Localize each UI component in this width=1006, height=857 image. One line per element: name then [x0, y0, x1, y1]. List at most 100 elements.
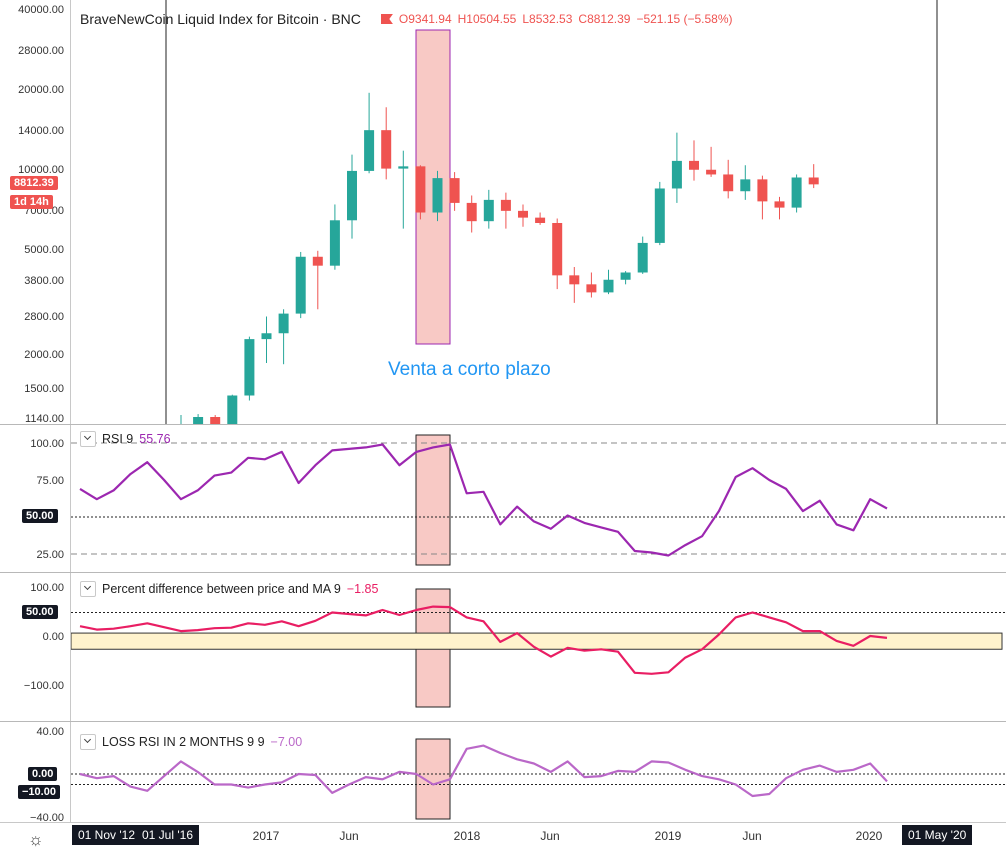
pct-title: Percent difference between price and MA …: [102, 582, 341, 596]
symbol-title: BraveNewCoin Liquid Index for Bitcoin · …: [80, 11, 361, 27]
candle-body: [535, 217, 546, 223]
candle-body: [552, 222, 563, 276]
loss-minus10-badge: −10.00: [18, 785, 60, 799]
candle-body: [449, 178, 460, 203]
price-tick: 40000.00: [18, 4, 64, 16]
candle-body: [603, 279, 614, 293]
candle-body: [637, 242, 648, 273]
candle-body: [347, 170, 357, 221]
candle-body: [740, 179, 751, 192]
rsi-line: [79, 443, 888, 557]
candle-body: [415, 166, 426, 213]
candle-body: [500, 199, 511, 211]
candle-body: [774, 201, 785, 208]
candle-body: [518, 210, 528, 218]
price-tick: 10000.00: [18, 164, 64, 176]
candle-body: [466, 202, 477, 222]
pct-axis[interactable]: 100.00 0.00 −100.00 50.00: [0, 573, 71, 721]
candle-body: [432, 178, 443, 213]
candle-body: [483, 199, 494, 222]
candle-body: [757, 179, 768, 202]
pct-legend[interactable]: Percent difference between price and MA …: [80, 581, 378, 597]
rsi-axis[interactable]: 100.00 75.00 25.00 50.00: [0, 425, 71, 572]
highlight-box-loss: [415, 738, 451, 820]
price-tick: 5000.00: [24, 244, 64, 256]
price-axis[interactable]: 40000.00 28000.00 20000.00 14000.00 1000…: [0, 0, 71, 425]
candle-body: [791, 177, 802, 208]
highlight-box-rsi: [415, 434, 451, 566]
time-label: 2017: [252, 829, 280, 843]
candle-body: [278, 313, 289, 334]
candle-body: [364, 130, 375, 171]
settings-gear-icon[interactable]: ☼: [28, 830, 44, 849]
candle-body: [569, 275, 580, 285]
price-tick: 3800.00: [24, 275, 64, 287]
candle-body: [244, 339, 255, 396]
candle-body: [398, 166, 409, 169]
pct-level-badge: 50.00: [22, 605, 58, 619]
chevron-down-icon[interactable]: [80, 734, 96, 750]
rsi-level-badge: 50.00: [22, 509, 58, 523]
pct-line: [79, 605, 888, 675]
rsi-tick: 75.00: [36, 475, 64, 487]
price-tick: 2800.00: [24, 311, 64, 323]
last-price-badge: 8812.39: [10, 176, 58, 190]
time-label: 2020: [855, 829, 883, 843]
time-visible-start-badge: 01 Jul '16: [136, 825, 199, 845]
rsi-series: [79, 443, 888, 557]
time-start-badge: 01 Nov '12: [72, 825, 141, 845]
ohlc-change: −521.15 (−5.58%): [636, 12, 733, 26]
price-tick: 1500.00: [24, 383, 64, 395]
time-label: 2018: [453, 829, 481, 843]
candle-body: [312, 256, 323, 266]
price-tick: 20000.00: [18, 84, 64, 96]
loss-legend[interactable]: LOSS RSI IN 2 MONTHS 9 9 −7.00: [80, 734, 302, 750]
pane-separators: [0, 424, 1006, 722]
rsi-value: 55.76: [139, 432, 171, 446]
pct-value: −1.85: [346, 582, 379, 596]
loss-zero-badge: 0.00: [28, 767, 58, 781]
candle-body: [586, 284, 597, 293]
pct-tick: 100.00: [30, 582, 64, 594]
price-tick: 2000.00: [24, 349, 64, 361]
ohlc-close: C8812.39: [578, 12, 631, 26]
rsi-legend[interactable]: RSI 9 55.76: [80, 431, 171, 447]
candle-body: [671, 160, 682, 189]
candle-body: [210, 417, 221, 424]
candle-body: [620, 272, 631, 280]
loss-tick: −40.00: [30, 812, 64, 824]
candle-body: [706, 169, 717, 175]
loss-title: LOSS RSI IN 2 MONTHS 9 9: [102, 735, 265, 749]
price-tick: 14000.00: [18, 125, 64, 137]
annotation-text[interactable]: Venta a corto plazo: [388, 359, 551, 380]
time-label: Jun: [339, 829, 359, 843]
flag-icon[interactable]: [380, 14, 393, 24]
candle-body: [689, 160, 699, 170]
candle-body: [654, 188, 665, 243]
rsi-tick: 25.00: [36, 549, 64, 561]
loss-line: [79, 744, 888, 798]
candle-body: [193, 417, 204, 424]
candle-body: [295, 256, 306, 314]
time-label: Jun: [742, 829, 762, 843]
rsi-title: RSI 9: [102, 432, 134, 446]
loss-value: −7.00: [270, 735, 303, 749]
pct-tick: 0.00: [42, 631, 64, 643]
chevron-down-icon[interactable]: [80, 581, 96, 597]
loss-tick: 40.00: [36, 726, 64, 738]
price-tick: 1140.00: [25, 413, 64, 425]
time-label: 2019: [654, 829, 682, 843]
pct-series: [79, 605, 888, 675]
candle-body: [329, 220, 340, 266]
candle-body: [261, 333, 272, 340]
time-label: Jun: [540, 829, 560, 843]
chevron-down-icon[interactable]: [80, 431, 96, 447]
rsi-tick: 100.00: [30, 438, 64, 450]
loss-axis[interactable]: 40.00 −40.00 0.00 −10.00: [0, 722, 71, 824]
countdown-badge: 1d 14h: [10, 195, 53, 209]
pct-tick: −100.00: [23, 680, 64, 692]
price-tick: 28000.00: [18, 45, 64, 57]
main-legend[interactable]: BraveNewCoin Liquid Index for Bitcoin · …: [80, 11, 733, 27]
